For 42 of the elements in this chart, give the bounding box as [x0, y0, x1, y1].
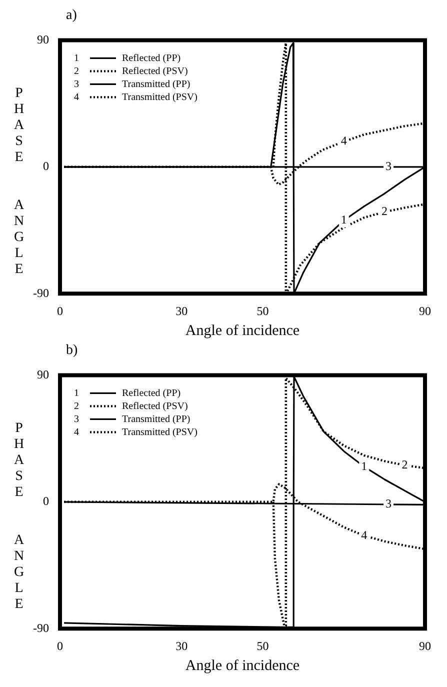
x-tick-label: 0	[56, 304, 63, 318]
chart-title: a)	[66, 8, 77, 24]
x-axis-title: Angle of incidence	[185, 322, 300, 339]
chart-title: b)	[66, 343, 78, 359]
annotation: 4	[340, 134, 347, 148]
x-tick-label: 30	[176, 638, 188, 653]
text: 2	[74, 400, 79, 412]
text: 4	[74, 92, 79, 103]
text: 2	[74, 66, 79, 77]
legend-label: Transmitted (PSV)	[122, 426, 198, 438]
annotation: 1	[340, 212, 347, 227]
legend-label: Reflected (PSV)	[122, 66, 188, 77]
y-tick-label: 90	[36, 32, 49, 46]
y-tick-label: 0	[42, 494, 49, 508]
legend-label: Transmitted (PP)	[122, 414, 190, 425]
legend-label: Transmitted (PSV)	[122, 92, 198, 103]
y-tick-label: 0	[42, 159, 49, 174]
text: 3	[74, 414, 79, 425]
annotation: 2	[402, 457, 408, 472]
x-tick-label: 90	[419, 304, 431, 318]
text: 4	[74, 426, 79, 438]
y-tick-label: -90	[32, 620, 49, 635]
x-tick-label: 50	[256, 638, 269, 653]
text: 3	[74, 78, 79, 90]
text: PHASE ANGLE	[14, 421, 24, 612]
y-tick-label: -90	[32, 286, 49, 300]
text: PHASE ANGLE	[14, 86, 24, 277]
x-tick-label: 30	[176, 304, 188, 318]
annotation: 4	[361, 528, 368, 542]
legend-label: Reflected (PP)	[122, 52, 181, 64]
x-axis-title: Angle of incidence	[185, 658, 300, 674]
x-tick-label: 0	[56, 638, 63, 653]
legend-label: Transmitted (PP)	[122, 78, 190, 90]
x-tick-label: 50	[256, 304, 269, 318]
x-tick-label: 90	[419, 638, 431, 653]
text: 1	[74, 388, 79, 399]
annotation: 2	[381, 204, 388, 218]
legend-label: Reflected (PP)	[122, 388, 181, 399]
annotation: 1	[361, 458, 368, 473]
y-tick-label: 90	[36, 367, 49, 382]
legend-label: Reflected (PSV)	[122, 400, 188, 412]
text: 1	[74, 52, 79, 64]
